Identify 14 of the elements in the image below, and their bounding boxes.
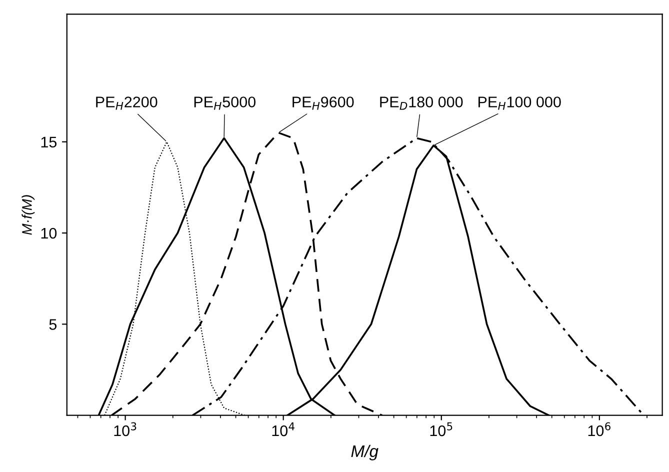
text: PE$_{H}$5000: [194, 96, 256, 110]
x-tick-label: 10$^{3}$: [114, 422, 136, 436]
x-tick-label: 10$^{4}$: [272, 422, 294, 436]
text: PE$_{D}$180 000: [380, 96, 463, 110]
y-axis-title: M·f(M): [22, 195, 35, 235]
series-label: PE$_{H}$9600: [292, 96, 354, 110]
text: PE$_{H}$2200: [96, 96, 158, 110]
y-tick-label: 15: [41, 136, 57, 148]
y-tick-label: 5: [49, 319, 57, 330]
x-tick-label: 10$^{6}$: [588, 422, 610, 436]
x-tick-label: 10$^{5}$: [430, 422, 452, 436]
x-axis-title: M/g: [351, 444, 378, 460]
text: PE$_{H}$100 000: [478, 96, 561, 110]
y-tick-label: 10: [41, 228, 57, 239]
